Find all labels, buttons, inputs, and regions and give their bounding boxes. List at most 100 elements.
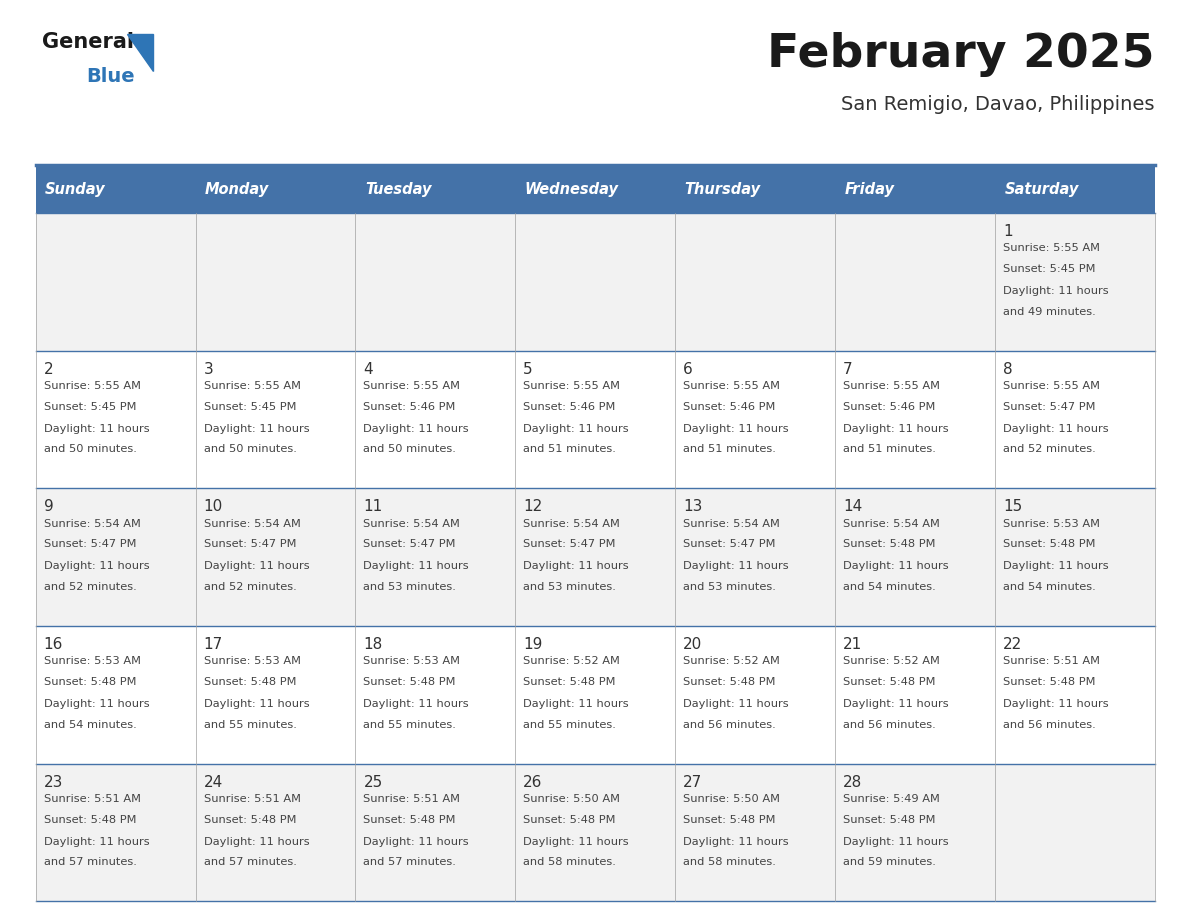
Text: and 51 minutes.: and 51 minutes.: [683, 444, 776, 454]
Text: and 52 minutes.: and 52 minutes.: [1003, 444, 1095, 454]
Text: Sunrise: 5:54 AM: Sunrise: 5:54 AM: [203, 519, 301, 529]
Text: Daylight: 11 hours: Daylight: 11 hours: [843, 700, 948, 709]
Text: Daylight: 11 hours: Daylight: 11 hours: [1003, 286, 1108, 296]
Text: Daylight: 11 hours: Daylight: 11 hours: [364, 424, 469, 433]
Text: Sunrise: 5:50 AM: Sunrise: 5:50 AM: [683, 794, 781, 804]
Text: 7: 7: [843, 362, 853, 376]
Text: 9: 9: [44, 499, 53, 514]
Text: Daylight: 11 hours: Daylight: 11 hours: [44, 837, 150, 846]
Text: Sunset: 5:48 PM: Sunset: 5:48 PM: [364, 677, 456, 687]
FancyBboxPatch shape: [36, 764, 1155, 901]
Text: Daylight: 11 hours: Daylight: 11 hours: [364, 561, 469, 571]
Text: Daylight: 11 hours: Daylight: 11 hours: [683, 837, 789, 846]
Text: and 55 minutes.: and 55 minutes.: [523, 720, 617, 730]
Text: Sunset: 5:47 PM: Sunset: 5:47 PM: [364, 540, 456, 549]
Text: Daylight: 11 hours: Daylight: 11 hours: [1003, 424, 1108, 433]
Text: Sunrise: 5:53 AM: Sunrise: 5:53 AM: [1003, 519, 1100, 529]
Text: and 58 minutes.: and 58 minutes.: [523, 857, 617, 868]
Text: 1: 1: [1003, 224, 1012, 239]
Text: and 54 minutes.: and 54 minutes.: [843, 582, 936, 592]
Text: 4: 4: [364, 362, 373, 376]
Text: Thursday: Thursday: [684, 182, 760, 196]
Text: 2: 2: [44, 362, 53, 376]
Text: Daylight: 11 hours: Daylight: 11 hours: [44, 561, 150, 571]
Text: Sunrise: 5:49 AM: Sunrise: 5:49 AM: [843, 794, 940, 804]
Text: and 52 minutes.: and 52 minutes.: [44, 582, 137, 592]
Text: Sunset: 5:46 PM: Sunset: 5:46 PM: [683, 402, 776, 411]
Text: and 53 minutes.: and 53 minutes.: [364, 582, 456, 592]
Text: Blue: Blue: [87, 67, 135, 86]
FancyBboxPatch shape: [516, 165, 675, 213]
Text: and 55 minutes.: and 55 minutes.: [203, 720, 296, 730]
Text: Sunrise: 5:54 AM: Sunrise: 5:54 AM: [523, 519, 620, 529]
Text: Daylight: 11 hours: Daylight: 11 hours: [843, 837, 948, 846]
Text: Daylight: 11 hours: Daylight: 11 hours: [683, 561, 789, 571]
Text: Daylight: 11 hours: Daylight: 11 hours: [683, 424, 789, 433]
Text: Sunset: 5:48 PM: Sunset: 5:48 PM: [44, 815, 137, 824]
Text: Sunrise: 5:55 AM: Sunrise: 5:55 AM: [44, 381, 140, 391]
Text: 24: 24: [203, 775, 223, 789]
Text: Sunset: 5:47 PM: Sunset: 5:47 PM: [44, 540, 137, 549]
FancyBboxPatch shape: [36, 488, 1155, 626]
Text: 6: 6: [683, 362, 693, 376]
Text: Sunset: 5:45 PM: Sunset: 5:45 PM: [44, 402, 137, 411]
Text: 5: 5: [523, 362, 533, 376]
Text: Daylight: 11 hours: Daylight: 11 hours: [364, 837, 469, 846]
Text: Sunrise: 5:51 AM: Sunrise: 5:51 AM: [1003, 656, 1100, 666]
Text: Sunrise: 5:51 AM: Sunrise: 5:51 AM: [364, 794, 461, 804]
Text: Daylight: 11 hours: Daylight: 11 hours: [44, 700, 150, 709]
Text: and 59 minutes.: and 59 minutes.: [843, 857, 936, 868]
Text: Sunrise: 5:55 AM: Sunrise: 5:55 AM: [843, 381, 940, 391]
Text: Sunday: Sunday: [45, 182, 106, 196]
Text: Sunrise: 5:50 AM: Sunrise: 5:50 AM: [523, 794, 620, 804]
Text: and 53 minutes.: and 53 minutes.: [683, 582, 776, 592]
Text: 19: 19: [523, 637, 543, 652]
Text: Sunset: 5:48 PM: Sunset: 5:48 PM: [1003, 540, 1095, 549]
Text: Sunrise: 5:51 AM: Sunrise: 5:51 AM: [203, 794, 301, 804]
FancyBboxPatch shape: [355, 165, 516, 213]
FancyBboxPatch shape: [835, 165, 994, 213]
Text: and 56 minutes.: and 56 minutes.: [843, 720, 936, 730]
Text: Sunrise: 5:51 AM: Sunrise: 5:51 AM: [44, 794, 140, 804]
Text: Saturday: Saturday: [1005, 182, 1079, 196]
FancyBboxPatch shape: [675, 165, 835, 213]
Text: 3: 3: [203, 362, 214, 376]
Text: Sunrise: 5:55 AM: Sunrise: 5:55 AM: [523, 381, 620, 391]
FancyBboxPatch shape: [36, 165, 196, 213]
FancyBboxPatch shape: [196, 165, 355, 213]
Text: 10: 10: [203, 499, 223, 514]
Text: and 52 minutes.: and 52 minutes.: [203, 582, 296, 592]
Text: and 54 minutes.: and 54 minutes.: [44, 720, 137, 730]
Text: Wednesday: Wednesday: [525, 182, 619, 196]
Text: Daylight: 11 hours: Daylight: 11 hours: [523, 700, 628, 709]
Text: 15: 15: [1003, 499, 1022, 514]
Text: and 55 minutes.: and 55 minutes.: [364, 720, 456, 730]
Text: and 51 minutes.: and 51 minutes.: [523, 444, 617, 454]
Text: 16: 16: [44, 637, 63, 652]
Text: and 54 minutes.: and 54 minutes.: [1003, 582, 1095, 592]
Text: Daylight: 11 hours: Daylight: 11 hours: [203, 700, 309, 709]
Text: Sunrise: 5:55 AM: Sunrise: 5:55 AM: [1003, 381, 1100, 391]
Text: Daylight: 11 hours: Daylight: 11 hours: [683, 700, 789, 709]
Text: Sunset: 5:47 PM: Sunset: 5:47 PM: [1003, 402, 1095, 411]
Text: and 50 minutes.: and 50 minutes.: [203, 444, 296, 454]
Text: Sunset: 5:46 PM: Sunset: 5:46 PM: [364, 402, 456, 411]
Text: Daylight: 11 hours: Daylight: 11 hours: [203, 561, 309, 571]
Text: 22: 22: [1003, 637, 1022, 652]
Text: Daylight: 11 hours: Daylight: 11 hours: [523, 561, 628, 571]
Text: Daylight: 11 hours: Daylight: 11 hours: [44, 424, 150, 433]
Text: Sunset: 5:48 PM: Sunset: 5:48 PM: [843, 540, 935, 549]
Text: February 2025: February 2025: [767, 32, 1155, 77]
Text: Sunrise: 5:53 AM: Sunrise: 5:53 AM: [364, 656, 461, 666]
Text: Sunset: 5:47 PM: Sunset: 5:47 PM: [683, 540, 776, 549]
Text: 21: 21: [843, 637, 862, 652]
Text: General: General: [42, 32, 133, 52]
Text: Sunrise: 5:54 AM: Sunrise: 5:54 AM: [44, 519, 140, 529]
FancyBboxPatch shape: [36, 351, 1155, 488]
Text: Sunrise: 5:55 AM: Sunrise: 5:55 AM: [1003, 243, 1100, 253]
Text: Daylight: 11 hours: Daylight: 11 hours: [843, 561, 948, 571]
Text: and 51 minutes.: and 51 minutes.: [843, 444, 936, 454]
Text: 13: 13: [683, 499, 702, 514]
Text: and 50 minutes.: and 50 minutes.: [44, 444, 137, 454]
Text: Daylight: 11 hours: Daylight: 11 hours: [203, 837, 309, 846]
